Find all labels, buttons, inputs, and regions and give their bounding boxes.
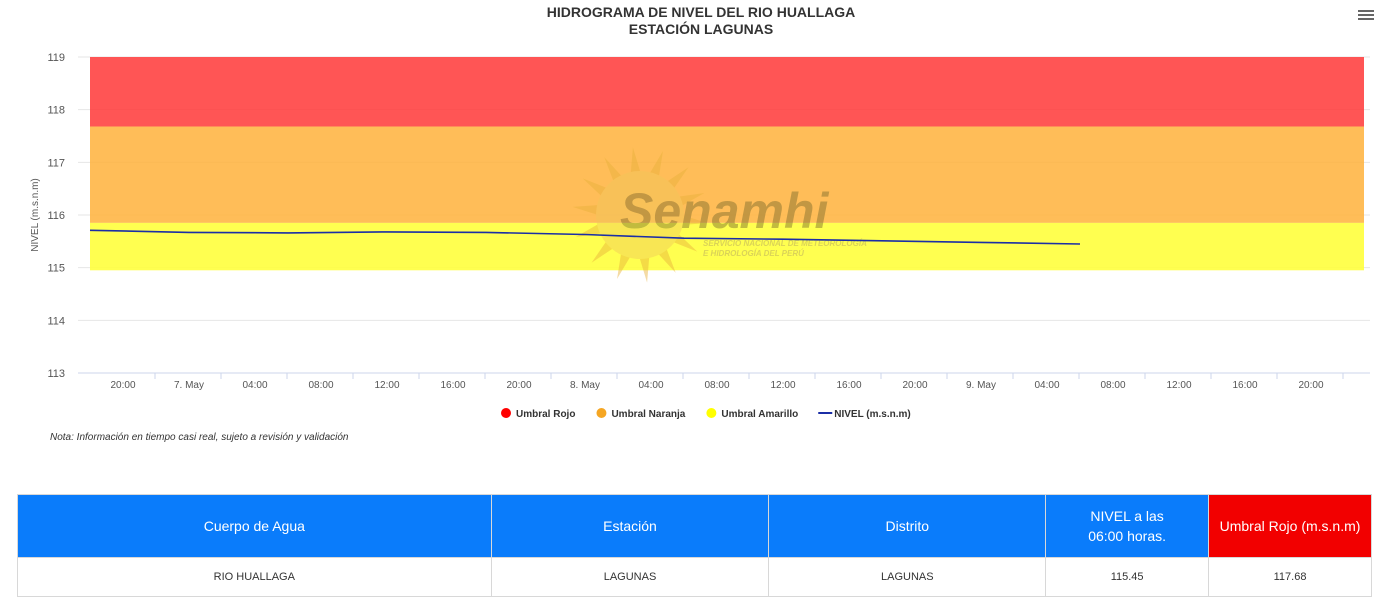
legend-label[interactable]: Umbral Naranja [611,409,685,420]
x-tick-label: 9. May [966,380,996,391]
x-tick-label: 16:00 [440,380,465,391]
table-row: RIO HUALLAGA LAGUNAS LAGUNAS 115.45 117.… [17,557,1372,597]
sun-ray [591,240,614,263]
band-umbral-amarillo [90,222,1364,271]
sun-ray [677,193,705,207]
legend-symbol [596,408,607,418]
watermark-line2: E HIDROLOGÍA DEL PERÚ [703,249,804,258]
x-tick-label: 08:00 [704,380,729,391]
band-umbral-naranja [90,126,1364,223]
cell-umbral-rojo: 117.68 [1208,557,1372,597]
y-tick-label: 115 [47,263,65,275]
table-header-row: Cuerpo de Agua Estación Distrito NIVEL a… [17,494,1372,558]
chart-subtitle: ESTACIÓN LAGUNAS [629,20,773,37]
y-axis-title: NIVEL (m.s.n.m) [30,178,41,252]
cell-cuerpo-de-agua: RIO HUALLAGA [17,557,492,597]
x-tick-label: 7. May [174,380,204,391]
x-tick-label: 12:00 [374,380,399,391]
header-nivel: NIVEL a las 06:00 horas. [1045,494,1210,558]
x-tick-label: 04:00 [638,380,663,391]
legend-symbol [501,408,511,418]
watermark-brand: Senamhi [620,183,830,239]
watermark-line1: SERVICIO NACIONAL DE METEOROLOGÍA [703,239,867,248]
y-tick-label: 118 [47,105,65,117]
x-tick-label: 20:00 [110,380,135,391]
series-line-nivel [89,229,1081,245]
cell-estacion: LAGUNAS [490,557,770,597]
y-tick-label: 113 [47,368,65,380]
sun-ray [617,252,631,280]
header-distrito: Distrito [768,494,1047,558]
sun-ray [582,178,608,197]
band-umbral-rojo [90,57,1364,127]
note-text: Nota: Información en tiempo casi real, s… [50,432,349,443]
legend-label[interactable]: Umbral Rojo [516,409,575,420]
cell-distrito: LAGUNAS [768,557,1047,597]
legend-symbol [706,408,717,418]
x-tick-label: 20:00 [902,380,927,391]
header-umbral-rojo: Umbral Rojo (m.s.n.m) [1208,494,1372,558]
sun-ray [649,150,663,178]
header-nivel-line2: 06:00 horas. [1088,528,1167,544]
sun-ray [630,147,641,175]
x-tick-label: 04:00 [1034,380,1059,391]
legend-label[interactable]: Umbral Amarillo [721,409,798,420]
cell-nivel: 115.45 [1045,557,1210,597]
x-tick-label: 20:00 [506,380,531,391]
y-tick-label: 114 [47,315,65,327]
sun-ray [657,247,676,273]
station-table: Cuerpo de Agua Estación Distrito NIVEL a… [17,494,1372,597]
hydrograph-chart: HIDROGRAMA DE NIVEL DEL RIO HUALLAGAESTA… [30,4,1370,420]
x-tick-label: 12:00 [1166,380,1191,391]
x-tick-label: 12:00 [770,380,795,391]
header-estacion: Estación [490,494,770,558]
x-tick-label: 08:00 [308,380,333,391]
x-tick-label: 8. May [570,380,600,391]
x-tick-label: 04:00 [242,380,267,391]
x-tick-label: 20:00 [1298,380,1323,391]
sun-ray [639,255,650,283]
legend-label[interactable]: NIVEL (m.s.n.m) [834,409,911,420]
chart-title: HIDROGRAMA DE NIVEL DEL RIO HUALLAGA [547,4,856,20]
sun-ray [572,205,600,215]
chart-menu-icon[interactable] [1358,8,1374,22]
y-tick-label: 117 [47,157,65,169]
x-tick-label: 16:00 [836,380,861,391]
y-tick-label: 119 [47,52,65,64]
y-tick-label: 116 [47,210,65,222]
x-tick-label: 16:00 [1232,380,1257,391]
sun-ray [604,157,623,183]
x-tick-label: 08:00 [1100,380,1125,391]
header-nivel-line1: NIVEL a las [1090,508,1164,524]
header-cuerpo-de-agua: Cuerpo de Agua [17,494,492,558]
sun-ray [666,167,689,190]
sun-ray [680,215,708,225]
